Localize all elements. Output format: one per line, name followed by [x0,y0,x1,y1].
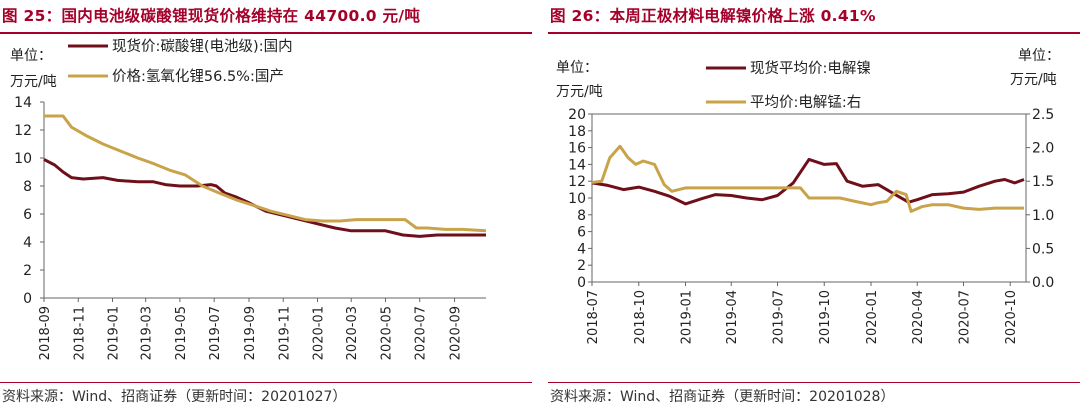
right-y2-tick-label: 0.5 [1032,241,1054,257]
right-x-tick-label: 2020-04 [911,290,926,344]
right-x-tick-label: 2019-01 [680,290,695,344]
left-source-divider [0,382,532,383]
left-series-line-0 [43,158,486,238]
right-x-tick-label: 2018-10 [633,290,648,344]
left-y-tick-label: 12 [14,123,32,139]
left-x-tick-label: 2020-03 [345,306,360,360]
left-unit-line1: 单位： [10,48,52,64]
right-y2-tick-label: 2.5 [1032,107,1054,123]
left-plot-area: 0 2 4 6 8 10 12 14 2018-09 2018-11 2019-01 2019-03 2… [14,95,487,360]
right-unit-left-line1: 单位： [556,60,598,76]
left-x-tick-label: 2020-07 [414,306,429,360]
right-y-tick-label: 4 [577,241,586,257]
right-series-line-1 [591,144,1024,213]
left-x-tick-label: 2019-07 [208,306,223,360]
right-x-tick-label: 2019-10 [818,290,833,344]
right-legend-label-0: 现货平均价:电解镍 [750,60,871,77]
left-y-tick-label: 2 [23,263,32,279]
right-y-tick-label: 6 [577,225,586,241]
right-y-tick-label: 0 [577,275,586,291]
left-x-tick-label: 2019-03 [140,306,155,360]
right-x-tick-label: 2019-07 [771,290,786,344]
left-x-tick-label: 2020-05 [379,306,394,360]
right-x-tick-label: 2019-04 [725,290,740,344]
left-legend-label-0: 现货价:碳酸锂(电池级):国内 [112,38,293,55]
right-series-line-0 [591,157,1025,206]
left-unit-line2: 万元/吨 [10,74,57,90]
left-y-tick-label: 8 [23,179,32,195]
right-y2-tick-label: 0.0 [1032,275,1054,291]
right-y-tick-label: 10 [568,191,586,207]
left-x-tick-label: 2018-09 [38,306,53,360]
left-y-tick-label: 4 [23,235,32,251]
left-x-tick-label: 2019-01 [107,306,122,360]
right-y-tick-label: 20 [568,107,586,123]
left-chart-panel: 图 25：国内电池级碳酸锂现货价格维持在 44700.0 元/吨 单位： 万元/… [0,0,532,413]
right-legend-label-1: 平均价:电解锰:右 [750,94,861,111]
left-legend-label-1: 价格:氢氧化锂56.5%:国产 [112,68,284,85]
right-y-tick-label: 18 [568,124,586,140]
right-y-tick-label: 8 [577,208,586,224]
left-x-tick-label: 2018-11 [72,306,87,360]
left-y-tick-label: 14 [14,95,32,111]
right-x-tick-label: 2018-07 [586,290,601,344]
right-source-divider [548,382,1080,383]
left-chart-svg: 单位： 万元/吨 现货价:碳酸锂(电池级):国内价格:氢氧化锂56.5%:国产 … [10,38,487,360]
right-y-tick-label: 16 [568,141,586,157]
right-y-tick-label: 2 [577,258,586,274]
right-chart-title: 图 26：本周正极材料电解镍价格上涨 0.41% [550,7,876,25]
left-x-tick-label: 2020-09 [449,306,464,360]
right-x-tick-label: 2020-10 [1004,290,1019,344]
right-unit-right-line1: 单位： [1018,48,1060,64]
left-x-tick-label: 2020-01 [312,306,327,360]
right-title-divider [548,32,1080,34]
left-chart-title: 图 25：国内电池级碳酸锂现货价格维持在 44700.0 元/吨 [2,7,421,25]
right-unit-right-line2: 万元/吨 [1010,72,1057,88]
right-x-tick-label: 2020-07 [957,290,972,344]
left-title-divider [0,32,532,34]
left-source-note: 资料来源：Wind、招商证券（更新时间：20201027） [2,389,347,405]
right-y-tick-label: 14 [568,157,586,173]
right-source-note: 资料来源：Wind、招商证券（更新时间：20201028） [550,389,895,405]
right-y-tick-label: 12 [568,174,586,190]
left-y-tick-label: 6 [23,207,32,223]
left-series-line-1 [44,114,487,233]
left-y-tick-label: 0 [23,291,32,307]
right-unit-left-line2: 万元/吨 [556,84,603,100]
left-x-tick-label: 2019-11 [277,306,292,360]
right-chart-panel: 图 26：本周正极材料电解镍价格上涨 0.41% 单位： 万元/吨 单位： 万元… [548,0,1080,413]
left-x-tick-label: 2019-09 [243,306,258,360]
right-x-tick-label: 2020-01 [865,290,880,344]
right-y2-tick-label: 1.5 [1032,174,1054,190]
left-x-tick-label: 2019-05 [174,306,189,360]
left-y-tick-label: 10 [14,151,32,167]
right-y2-tick-label: 1.0 [1032,208,1054,224]
right-y2-tick-label: 2.0 [1032,141,1054,157]
